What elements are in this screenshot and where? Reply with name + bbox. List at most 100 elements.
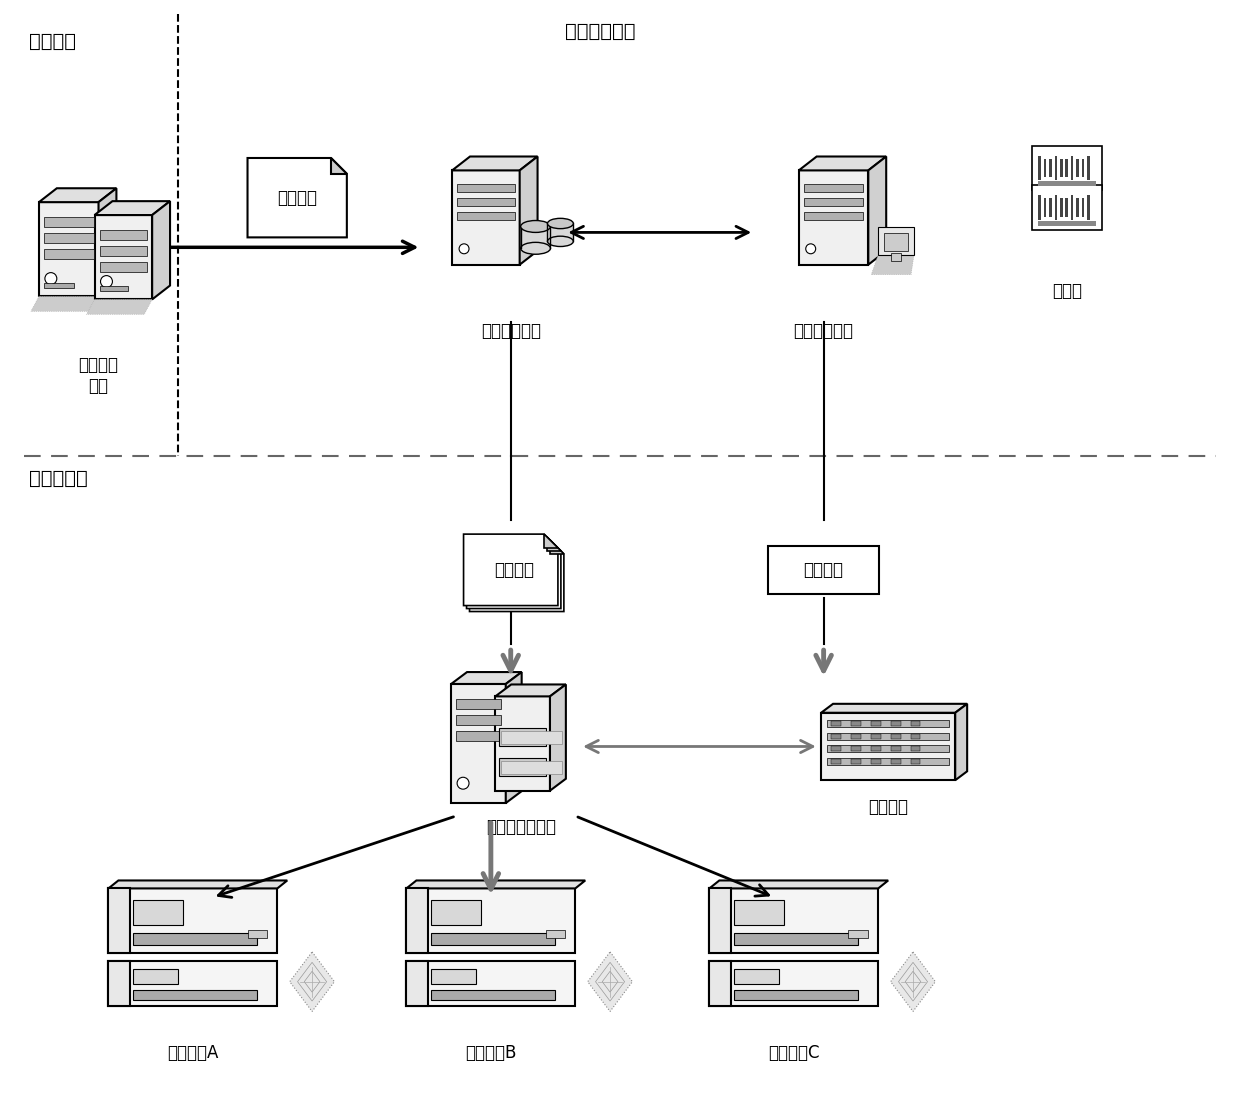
- Bar: [910, 760, 920, 764]
- Bar: [456, 730, 501, 740]
- Circle shape: [458, 777, 469, 789]
- Bar: [432, 933, 556, 945]
- Polygon shape: [890, 952, 935, 1011]
- Polygon shape: [38, 188, 117, 202]
- Bar: [432, 989, 556, 999]
- Text: 发卡设备A: 发卡设备A: [167, 1044, 218, 1062]
- Bar: [1032, 146, 1102, 190]
- Bar: [99, 229, 148, 239]
- Bar: [831, 747, 841, 751]
- Text: 加密机: 加密机: [1052, 282, 1083, 300]
- Polygon shape: [551, 540, 564, 554]
- Text: 密钥管理系统: 密钥管理系统: [794, 322, 853, 339]
- Bar: [43, 233, 93, 243]
- Bar: [892, 253, 901, 260]
- Bar: [848, 930, 868, 938]
- Polygon shape: [470, 540, 564, 612]
- Bar: [407, 961, 428, 1006]
- Bar: [804, 198, 863, 206]
- Polygon shape: [248, 158, 347, 237]
- Bar: [1060, 199, 1063, 217]
- Bar: [709, 888, 878, 953]
- Bar: [734, 900, 784, 926]
- Polygon shape: [466, 537, 560, 608]
- Bar: [1038, 156, 1040, 180]
- Bar: [521, 226, 551, 248]
- Polygon shape: [94, 201, 170, 215]
- Text: 高密数据系统: 高密数据系统: [565, 22, 635, 41]
- Bar: [709, 961, 732, 1006]
- Bar: [108, 888, 278, 953]
- Bar: [1071, 195, 1074, 220]
- Bar: [1044, 199, 1047, 217]
- Bar: [1032, 186, 1102, 229]
- Polygon shape: [799, 157, 887, 170]
- Text: 传输密钥: 传输密钥: [804, 561, 843, 579]
- Polygon shape: [153, 201, 170, 300]
- Bar: [1081, 158, 1084, 177]
- Bar: [910, 720, 920, 726]
- Polygon shape: [501, 731, 562, 744]
- Bar: [910, 747, 920, 751]
- Circle shape: [806, 244, 816, 254]
- Bar: [831, 720, 841, 726]
- Bar: [827, 732, 950, 740]
- Bar: [1087, 156, 1090, 180]
- Bar: [43, 217, 93, 227]
- Bar: [884, 233, 908, 250]
- Ellipse shape: [521, 243, 551, 255]
- Polygon shape: [501, 761, 562, 774]
- Bar: [133, 900, 184, 926]
- Bar: [831, 760, 841, 764]
- Polygon shape: [108, 881, 288, 888]
- Bar: [99, 285, 128, 291]
- Bar: [546, 930, 565, 938]
- Bar: [1049, 158, 1052, 177]
- Bar: [827, 759, 950, 765]
- Bar: [99, 261, 148, 271]
- Bar: [827, 719, 950, 727]
- Bar: [851, 720, 861, 726]
- Polygon shape: [588, 952, 632, 1011]
- Bar: [1060, 158, 1063, 177]
- Bar: [456, 698, 501, 709]
- Polygon shape: [38, 202, 98, 296]
- Bar: [734, 933, 858, 945]
- Polygon shape: [495, 684, 565, 696]
- Circle shape: [459, 244, 469, 254]
- Polygon shape: [31, 296, 98, 312]
- Bar: [1049, 199, 1052, 217]
- Bar: [851, 747, 861, 751]
- Bar: [1038, 181, 1096, 187]
- Bar: [1038, 221, 1096, 226]
- Bar: [108, 961, 278, 1006]
- Bar: [456, 715, 501, 725]
- Polygon shape: [87, 300, 153, 314]
- Bar: [1081, 199, 1084, 217]
- Bar: [407, 888, 428, 953]
- Bar: [1076, 199, 1079, 217]
- Bar: [734, 989, 858, 999]
- Polygon shape: [799, 170, 868, 265]
- Bar: [1076, 158, 1079, 177]
- Bar: [248, 930, 268, 938]
- Polygon shape: [451, 672, 522, 684]
- Polygon shape: [331, 158, 347, 173]
- Bar: [709, 961, 878, 1006]
- Polygon shape: [868, 157, 887, 265]
- Bar: [851, 733, 861, 739]
- Polygon shape: [544, 534, 558, 548]
- Ellipse shape: [548, 219, 573, 228]
- Bar: [108, 961, 130, 1006]
- Text: 发卡设备B: 发卡设备B: [465, 1044, 517, 1062]
- Bar: [851, 760, 861, 764]
- Polygon shape: [506, 672, 522, 803]
- Text: 个人化中心: 个人化中心: [29, 469, 88, 488]
- Bar: [827, 746, 950, 752]
- Text: 银行业务
系统: 银行业务 系统: [78, 357, 119, 395]
- Bar: [870, 720, 880, 726]
- Bar: [133, 933, 258, 945]
- Bar: [890, 760, 900, 764]
- Bar: [870, 733, 880, 739]
- Polygon shape: [453, 170, 520, 265]
